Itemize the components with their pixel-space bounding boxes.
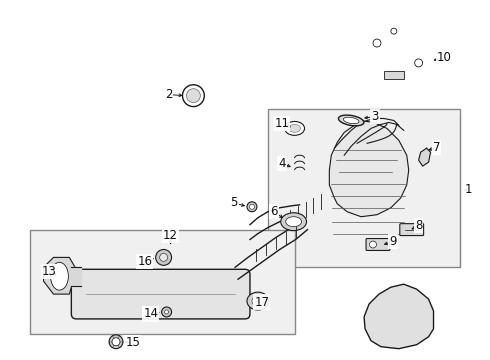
Polygon shape (329, 121, 409, 217)
Polygon shape (44, 257, 76, 294)
Ellipse shape (289, 125, 300, 132)
Circle shape (182, 85, 204, 107)
Text: 11: 11 (274, 117, 289, 130)
Ellipse shape (285, 121, 305, 135)
Bar (384, 71, 404, 79)
Bar (30, 230, 294, 334)
Text: 13: 13 (42, 265, 57, 278)
Text: 5: 5 (230, 196, 238, 209)
Circle shape (369, 241, 376, 248)
Circle shape (156, 249, 171, 265)
Text: 1: 1 (465, 184, 472, 197)
Ellipse shape (252, 296, 264, 306)
Polygon shape (418, 148, 431, 166)
Text: 3: 3 (371, 110, 379, 123)
Text: 4: 4 (278, 157, 286, 170)
Text: 17: 17 (254, 296, 270, 309)
Bar (268, 109, 460, 267)
Circle shape (373, 39, 381, 47)
Ellipse shape (286, 217, 301, 227)
Ellipse shape (281, 213, 307, 231)
Text: 14: 14 (143, 307, 158, 320)
Polygon shape (72, 267, 81, 286)
Circle shape (415, 59, 422, 67)
Text: 9: 9 (389, 235, 396, 248)
Text: 8: 8 (415, 219, 422, 232)
Ellipse shape (343, 117, 359, 124)
Text: 10: 10 (437, 51, 452, 64)
Circle shape (391, 28, 397, 34)
Ellipse shape (247, 292, 269, 310)
Polygon shape (364, 284, 434, 349)
FancyBboxPatch shape (366, 239, 390, 251)
Text: 15: 15 (125, 336, 140, 349)
Circle shape (162, 307, 172, 317)
Circle shape (187, 89, 200, 103)
Text: 2: 2 (165, 88, 172, 101)
Circle shape (165, 310, 169, 314)
Ellipse shape (50, 262, 69, 290)
Text: 6: 6 (270, 205, 277, 218)
Text: 7: 7 (433, 141, 440, 154)
Circle shape (160, 253, 168, 261)
Text: 16: 16 (137, 255, 152, 268)
Circle shape (247, 202, 257, 212)
Text: 12: 12 (163, 229, 178, 242)
FancyBboxPatch shape (72, 269, 250, 319)
FancyBboxPatch shape (400, 224, 424, 235)
Circle shape (249, 204, 254, 209)
Ellipse shape (339, 115, 364, 126)
Circle shape (112, 338, 120, 346)
Circle shape (109, 335, 123, 349)
